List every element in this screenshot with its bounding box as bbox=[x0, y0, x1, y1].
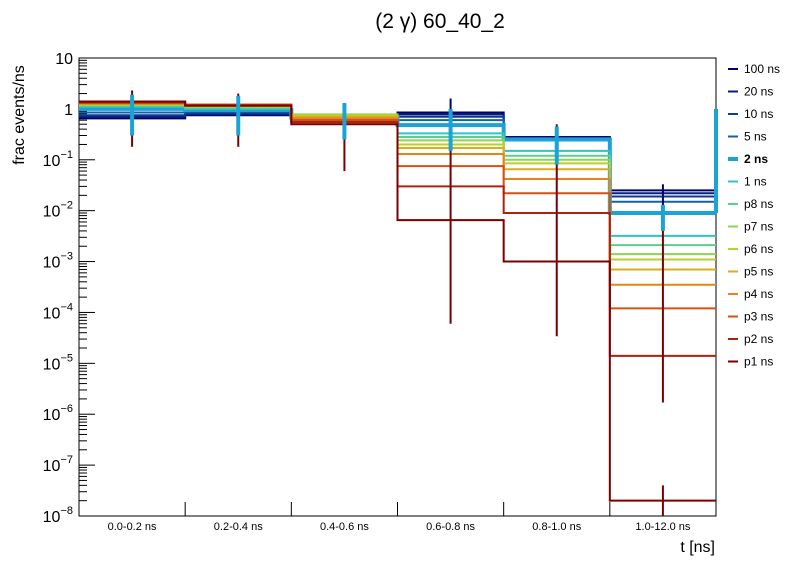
series-line bbox=[79, 100, 716, 502]
legend-label: 1 ns bbox=[744, 175, 767, 189]
plot-area: 10−8 10−7 10−6 10−5 10−4 10−3 10−2 10−1 1 10 0.0-0… bbox=[43, 51, 718, 533]
legend-label: p1 ns bbox=[744, 355, 773, 369]
x-axis-label: t [ns] bbox=[680, 539, 715, 556]
legend-label: p5 ns bbox=[744, 265, 773, 279]
legend-label: p6 ns bbox=[744, 242, 773, 256]
legend-label: p4 ns bbox=[744, 287, 773, 301]
legend-item: p2 ns bbox=[728, 332, 773, 346]
x-tick-label: 0.2-0.4 ns bbox=[214, 521, 263, 533]
legend-item: p8 ns bbox=[728, 197, 773, 211]
legend-item: 5 ns bbox=[728, 130, 767, 144]
series-p1-ns bbox=[79, 100, 716, 502]
legend-label: 100 ns bbox=[744, 62, 780, 76]
x-tick-label: 0.4-0.6 ns bbox=[320, 521, 369, 533]
y-tick-label: 1 bbox=[64, 102, 73, 119]
y-tick-label: 10−4 bbox=[43, 301, 73, 322]
y-tick-label: 10−7 bbox=[43, 454, 73, 475]
legend-item: p1 ns bbox=[728, 355, 773, 369]
y-axis-label: frac events/ns bbox=[11, 65, 28, 165]
y-tick-label: 10−3 bbox=[43, 251, 73, 272]
x-tick-label: 0.6-0.8 ns bbox=[426, 521, 475, 533]
legend-item: p6 ns bbox=[728, 242, 773, 256]
x-tick-label: 0.8-1.0 ns bbox=[532, 521, 581, 533]
y-tick-label: 10−1 bbox=[43, 149, 73, 170]
legend-label: 5 ns bbox=[744, 130, 767, 144]
legend-label: p2 ns bbox=[744, 332, 773, 346]
legend-item: 100 ns bbox=[728, 62, 780, 76]
legend-item: p3 ns bbox=[728, 310, 773, 324]
y-tick-label: 10 bbox=[55, 51, 73, 68]
legend-label: 20 ns bbox=[744, 85, 773, 99]
legend-label: 2 ns bbox=[744, 152, 768, 166]
y-tick-label: 10−8 bbox=[43, 505, 73, 526]
x-tick-label: 1.0-12.0 ns bbox=[635, 521, 691, 533]
y-tick-label: 10−2 bbox=[43, 200, 73, 221]
x-tick-label: 0.0-0.2 ns bbox=[108, 521, 157, 533]
y-tick-label: 10−6 bbox=[43, 403, 73, 424]
legend-item: 1 ns bbox=[728, 175, 767, 189]
legend-item: p4 ns bbox=[728, 287, 773, 301]
legend-item: p7 ns bbox=[728, 220, 773, 234]
legend-item: 2 ns bbox=[728, 152, 768, 166]
legend-item: p5 ns bbox=[728, 265, 773, 279]
legend-label: p7 ns bbox=[744, 220, 773, 234]
legend-item: 10 ns bbox=[728, 107, 773, 121]
chart-title: (2 γ) 60_40_2 bbox=[375, 10, 505, 33]
legend: 100 ns 20 ns 10 ns 5 ns 2 ns 1 ns p8 ns p7 ns p6… bbox=[728, 62, 780, 369]
legend-label: p3 ns bbox=[744, 310, 773, 324]
legend-label: p8 ns bbox=[744, 197, 773, 211]
legend-label: 10 ns bbox=[744, 107, 773, 121]
y-tick-label: 10−5 bbox=[43, 352, 73, 373]
legend-item: 20 ns bbox=[728, 85, 773, 99]
